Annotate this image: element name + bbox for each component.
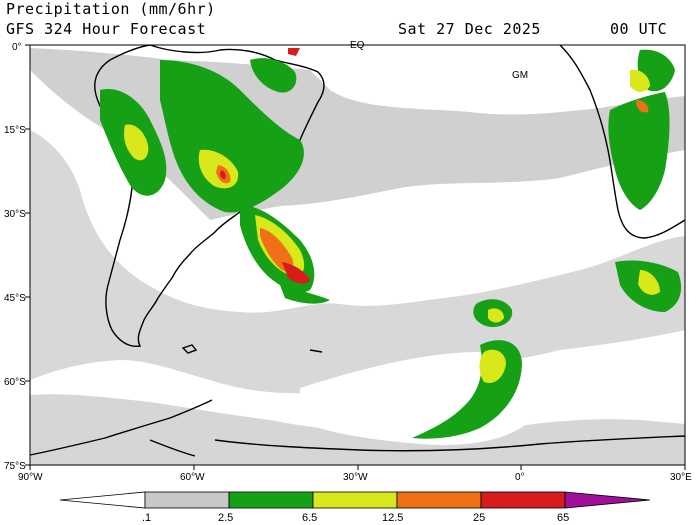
greenwich-marker: GM — [512, 70, 528, 81]
south-georgia — [309, 349, 323, 353]
lat-label-60s: 60°S — [4, 377, 26, 388]
legend-tick-0: .1 — [142, 512, 151, 524]
antarctica-coast — [29, 399, 686, 457]
valid-date: Sat 27 Dec 2025 — [398, 20, 541, 38]
map-title: Precipitation (mm/6hr) — [6, 0, 216, 18]
legend-bin-6 — [564, 491, 651, 509]
lon-label-0: 0° — [515, 472, 525, 483]
legend-bin-3 — [312, 491, 398, 509]
legend-bin-0 — [59, 491, 146, 509]
valid-time: 00 UTC — [610, 20, 668, 38]
legend-bin-4 — [396, 491, 482, 509]
legend-tick-3: 12.5 — [382, 512, 403, 524]
falkland-islands — [181, 344, 198, 354]
legend-tick-2: 6.5 — [302, 512, 317, 524]
intense-precip-layer — [216, 48, 649, 284]
legend-bin-2 — [228, 491, 314, 509]
legend-tick-1: 2.5 — [218, 512, 233, 524]
lon-label-90w: 90°W — [18, 472, 43, 483]
lat-label-0: 0° — [12, 42, 22, 53]
lat-label-45s: 45°S — [4, 293, 26, 304]
lat-label-75s: 75°S — [4, 461, 26, 472]
lon-label-30e: 30°E — [670, 472, 692, 483]
lat-label-15s: 15°S — [4, 125, 26, 136]
lon-label-60w: 60°W — [180, 472, 205, 483]
forecast-label: GFS 324 Hour Forecast — [6, 20, 207, 38]
legend-bin-1 — [144, 491, 230, 509]
africa-coast — [559, 44, 686, 239]
lat-label-30s: 30°S — [4, 209, 26, 220]
legend-tick-5: 65 — [557, 512, 569, 524]
legend-tick-4: 25 — [473, 512, 485, 524]
lon-axis — [29, 465, 686, 470]
lat-axis — [25, 44, 30, 466]
legend-bin-5 — [480, 491, 566, 509]
legend-colorbar — [59, 491, 651, 509]
lon-label-30w: 30°W — [343, 472, 368, 483]
